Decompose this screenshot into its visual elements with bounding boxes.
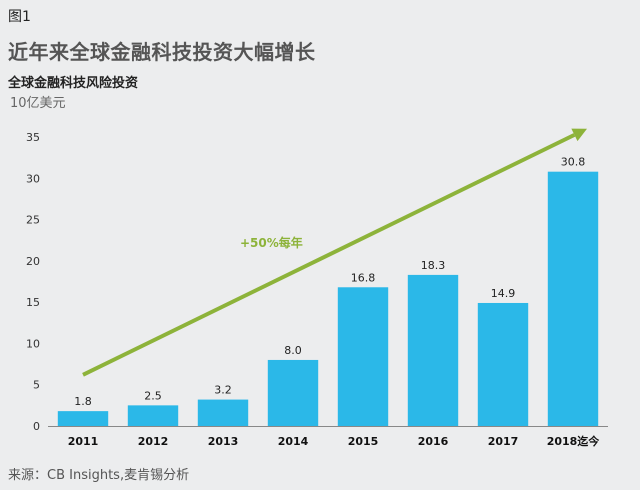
bar-2016 [407,274,459,426]
x-tick-label: 2012 [138,435,169,448]
x-tick-label: 2011 [68,435,99,448]
bar-2012 [127,405,179,426]
growth-arrow-head [571,128,587,142]
data-label: 1.8 [74,395,92,408]
x-tick-label: 2013 [208,435,239,448]
bar-2017 [477,302,529,426]
bar-2014 [267,359,319,426]
x-tick-label: 2016 [418,435,449,448]
x-tick-label: 2014 [278,435,309,448]
data-label: 16.8 [351,271,376,284]
y-tick-label: 0 [33,420,40,433]
y-tick-label: 5 [33,379,40,392]
data-label: 30.8 [561,156,586,169]
growth-annotation: +50%每年 [240,235,303,250]
bar-2013 [197,399,249,426]
bar-2018迄今 [547,171,599,426]
bar-2011 [57,411,109,426]
y-tick-label: 15 [26,296,40,309]
source-note: 来源：CB Insights,麦肯锡分析 [8,468,190,483]
y-axis-unit: 10亿美元 [10,96,66,111]
y-tick-label: 25 [26,214,40,227]
y-tick-label: 10 [26,337,40,350]
data-label: 2.5 [144,389,162,402]
chart-title: 近年来全球金融科技投资大幅增长 [8,40,316,64]
data-label: 8.0 [284,344,302,357]
x-tick-label: 2015 [348,435,379,448]
y-tick-label: 20 [26,255,40,268]
chart-subtitle: 全球金融科技风险投资 [8,76,139,91]
growth-arrow-shaft [82,133,576,377]
figure-label: 图1 [8,9,31,25]
x-tick-label: 2018迄今 [547,434,601,448]
data-label: 18.3 [421,259,446,272]
bar-2015 [337,287,389,426]
x-tick-label: 2017 [488,435,519,448]
y-tick-label: 30 [26,172,40,185]
data-label: 3.2 [214,384,232,397]
y-tick-label: 35 [26,131,40,144]
data-label: 14.9 [491,287,516,300]
